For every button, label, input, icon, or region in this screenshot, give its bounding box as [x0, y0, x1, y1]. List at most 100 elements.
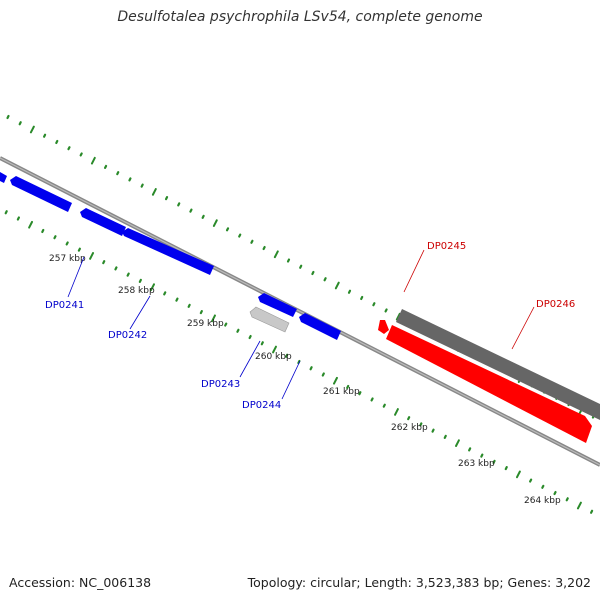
scale-tick: [515, 470, 521, 479]
scale-tick: [41, 228, 45, 234]
scale-tick: [492, 459, 496, 464]
scale-labels: 257 kbp 258 kbp 259 kbp 260 kbp 261 kbp …: [49, 254, 561, 506]
scale-tick: [225, 227, 230, 232]
gene-arrow-dp0243-pseudo[interactable]: [249, 306, 290, 333]
gene-arrow-dp0243[interactable]: [258, 293, 297, 317]
scale-tick: [590, 509, 594, 514]
gene-label-dp0244[interactable]: DP0244: [242, 400, 281, 411]
scale-tick: [370, 397, 374, 402]
scale-tick: [285, 353, 289, 358]
scale-label: 261 kbp: [323, 387, 360, 397]
scale-tick: [334, 281, 340, 290]
scale-tick: [4, 210, 8, 215]
gene-arrow[interactable]: [0, 172, 7, 183]
forward-strand-genes: [378, 309, 600, 443]
map-title: Desulfotalea psychrophila LSv54, complet…: [117, 9, 483, 25]
scale-tick: [199, 310, 203, 315]
scale-tick: [114, 266, 118, 271]
scale-tick: [382, 403, 386, 408]
scale-tick: [250, 239, 254, 244]
scale-tick: [480, 453, 484, 458]
scale-tick: [164, 196, 169, 201]
gene-arrow-dp0241[interactable]: [10, 176, 72, 212]
scale-tick: [529, 478, 533, 483]
gene-labels: DP0241 DP0242 DP0243 DP0244 DP0245 DP024…: [45, 241, 575, 411]
scale-tick: [260, 341, 264, 346]
scale-tick: [419, 422, 423, 427]
scale-tick: [102, 260, 106, 265]
scale-label: 264 kbp: [524, 496, 561, 506]
gene-label-dp0246[interactable]: DP0246: [536, 299, 575, 310]
scale-tick: [211, 314, 216, 323]
scale-tick: [454, 439, 460, 447]
scale-tick: [224, 322, 228, 327]
scale-label: 258 kbp: [118, 286, 155, 296]
scale-tick: [16, 216, 20, 221]
scale-tick: [67, 146, 71, 151]
genome-summary-text: Topology: circular; Length: 3,523,383 bp…: [247, 575, 591, 590]
inner-tick-ring: [4, 210, 594, 514]
scale-tick: [126, 272, 130, 277]
scale-tick: [272, 345, 277, 354]
scale-tick: [358, 391, 362, 396]
accession-text: Accession: NC_006138: [9, 575, 152, 590]
scale-label: 259 kbp: [187, 319, 224, 329]
scale-tick: [360, 295, 364, 301]
scale-tick: [323, 277, 327, 282]
scale-tick: [79, 152, 83, 157]
scale-tick: [55, 139, 59, 145]
scale-tick: [262, 245, 266, 251]
scale-tick: [90, 156, 96, 165]
gene-label-dp0245[interactable]: DP0245: [427, 241, 466, 252]
gene-arrow-dp0242[interactable]: [122, 228, 214, 275]
scale-tick: [177, 202, 181, 207]
gene-arrow-dp0244[interactable]: [299, 313, 341, 340]
scale-tick: [553, 490, 557, 496]
gene-arrow-dp0245-small[interactable]: [378, 320, 389, 334]
scale-tick: [504, 466, 508, 471]
scale-tick: [150, 283, 156, 291]
scale-label: 257 kbp: [49, 254, 86, 264]
scale-label: 263 kbp: [458, 459, 495, 469]
scale-tick: [273, 250, 279, 259]
scale-tick: [309, 366, 313, 371]
scale-tick: [201, 214, 205, 219]
scale-tick: [468, 447, 472, 452]
scale-tick: [42, 133, 47, 138]
scale-tick: [347, 289, 352, 294]
scale-tick: [187, 303, 191, 308]
scale-tick: [128, 177, 132, 182]
scale-tick: [394, 408, 399, 416]
scale-tick: [65, 241, 69, 246]
scale-tick: [576, 501, 582, 510]
scale-tick: [18, 121, 22, 126]
gene-arrow-dp0246[interactable]: [386, 325, 592, 443]
scale-tick: [565, 497, 569, 502]
scale-tick: [248, 334, 252, 340]
reverse-strand-genes: [0, 172, 341, 340]
scale-tick: [443, 434, 447, 439]
scale-tick: [151, 188, 157, 196]
scale-tick: [321, 372, 325, 377]
scale-label: 262 kbp: [391, 423, 428, 433]
scale-tick: [189, 208, 193, 213]
gene-arrow-dp0241-b[interactable]: [80, 208, 126, 236]
gene-arrow-dp0245[interactable]: [396, 309, 600, 420]
gene-label-leaders: [67, 249, 535, 400]
gene-label-dp0243[interactable]: DP0243: [201, 379, 240, 390]
scale-tick: [384, 308, 388, 313]
genome-backbone: [0, 156, 600, 467]
scale-tick: [431, 428, 435, 433]
gene-label-dp0241[interactable]: DP0241: [45, 300, 84, 311]
scale-tick: [212, 219, 218, 227]
scale-tick: [116, 171, 120, 176]
scale-tick: [372, 302, 376, 307]
gene-label-dp0242[interactable]: DP0242: [108, 330, 147, 341]
scale-tick: [163, 291, 167, 296]
scale-tick: [53, 235, 57, 240]
scale-tick: [286, 258, 291, 263]
scale-tick: [103, 164, 108, 170]
scale-tick: [299, 264, 303, 269]
scale-tick: [28, 220, 34, 229]
